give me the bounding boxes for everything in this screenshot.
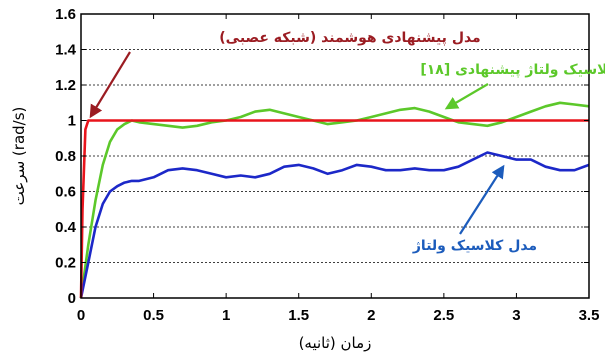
y-tick-label: 0 — [68, 290, 76, 307]
y-tick-label: 0.6 — [55, 184, 76, 201]
annotation-arrow — [459, 164, 505, 235]
annotation-arrow — [89, 51, 131, 119]
y-tick-label: 0.2 — [55, 255, 76, 272]
tick-group: 0 0.5 1 1.5 2 2.5 3 3.5 0 0.2 0.4 0.6 0.8 1 1.2 1.4 1.6 — [55, 6, 599, 324]
x-tick-label: 3.5 — [579, 307, 600, 324]
x-tick-label: 0 — [77, 307, 85, 324]
y-tick-label: 0.8 — [55, 148, 76, 165]
y-tick-label: 1.2 — [55, 77, 76, 94]
grid-lines — [81, 49, 589, 263]
annotation-group: مدل پیشنهادی هوشمند (شبکه عصبی) مدل کلاسی… — [89, 30, 605, 254]
y-tick-label: 1.4 — [55, 42, 77, 59]
y-tick-label: 0.4 — [55, 219, 77, 236]
series-line-0 — [79, 119, 589, 299]
x-tick-label: 0.5 — [143, 307, 164, 324]
y-tick-label: 1 — [68, 113, 76, 130]
x-tick-label: 2.5 — [433, 307, 454, 324]
x-axis-label: زمان (ثانیه) — [299, 334, 372, 352]
y-axis-label: سرعت (rad/s) — [10, 107, 28, 206]
annotation-arrow — [444, 83, 489, 110]
x-tick-label: 1 — [222, 307, 230, 324]
annotation-label: مدل کلاسیک ولتاژ — [412, 238, 537, 254]
annotation-label: مدل پیشنهادی هوشمند (شبکه عصبی) — [219, 30, 480, 46]
annotation-label: مدل کلاسیک ولتاژ پیشنهادی [۱۸] — [420, 62, 605, 78]
x-tick-label: 2 — [367, 307, 375, 324]
x-tick-label: 3 — [512, 307, 520, 324]
series-line-2 — [79, 151, 590, 299]
y-tick-label: 1.6 — [55, 6, 76, 23]
x-tick-label: 1.5 — [288, 307, 309, 324]
series-line-1 — [79, 101, 590, 299]
series-group — [79, 101, 590, 299]
